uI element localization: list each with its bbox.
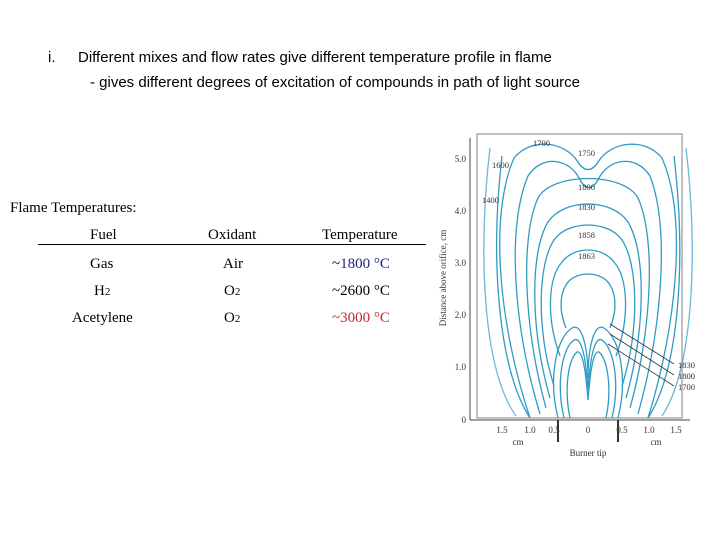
label-1863: 1863 xyxy=(578,251,595,261)
flame-contour-svg: 5.0 4.0 3.0 2.0 1.0 0 Distance above ori… xyxy=(438,133,695,458)
col-header-temperature: Temperature xyxy=(322,227,398,243)
x-tick-4: 0 xyxy=(586,425,591,435)
label-1830: 1830 xyxy=(578,202,595,212)
label-1600: 1600 xyxy=(492,160,509,170)
cell-oxidant-2: O2 xyxy=(224,283,241,299)
plot-frame xyxy=(476,133,683,419)
callout-1830: 1830 xyxy=(678,360,695,370)
contour-1863 xyxy=(560,273,616,329)
contour-inner-2 xyxy=(559,339,617,419)
callout-1800: 1800 xyxy=(678,371,695,381)
x-tick-2: 1.0 xyxy=(524,425,536,435)
bullet-marker: i. xyxy=(48,49,56,66)
x-tick-7: 1.5 xyxy=(670,425,682,435)
flame-contour-diagram: 5.0 4.0 3.0 2.0 1.0 0 Distance above ori… xyxy=(430,128,720,468)
contour-outer xyxy=(483,147,693,417)
label-1700: 1700 xyxy=(533,138,550,148)
cell-temp-3: ~3000 °C xyxy=(332,310,390,326)
contour-inner-1 xyxy=(552,326,624,419)
col-header-oxidant: Oxidant xyxy=(208,227,257,243)
contour-1750 xyxy=(526,177,650,409)
y-tick-0: 0 xyxy=(462,415,467,425)
x-tick-1: 1.5 xyxy=(496,425,508,435)
cell-fuel-3: Acetylene xyxy=(72,310,133,326)
bullet-text: Different mixes and flow rates give diff… xyxy=(78,49,552,66)
y-tick-4: 4.0 xyxy=(455,206,467,216)
header-rule xyxy=(38,244,426,245)
x-tick-3: 0.5 xyxy=(548,425,560,435)
col-header-fuel: Fuel xyxy=(90,227,117,243)
callout-arrows xyxy=(607,323,675,387)
x-tick-5: 0.5 xyxy=(616,425,628,435)
contour-1830 xyxy=(540,224,636,387)
cell-oxidant-3: O2 xyxy=(224,310,241,326)
burner-tip-bracket xyxy=(557,420,619,442)
label-1400: 1400 xyxy=(482,195,499,205)
y-tick-2: 2.0 xyxy=(455,310,467,320)
x-tick-6: 1.0 xyxy=(643,425,655,435)
contour-1400 xyxy=(496,155,681,419)
contour-group xyxy=(483,143,693,419)
label-1800: 1800 xyxy=(578,182,595,192)
label-1858: 1858 xyxy=(578,230,595,240)
cell-oxidant-1: Air xyxy=(223,256,243,272)
contour-1700 xyxy=(514,160,662,415)
contour-inner-3 xyxy=(566,351,610,419)
x-unit-right: cm xyxy=(651,437,662,447)
y-tick-5: 5.0 xyxy=(455,154,467,164)
label-1750: 1750 xyxy=(578,148,595,158)
x-unit-left: cm xyxy=(513,437,524,447)
x-caption: Burner tip xyxy=(570,448,607,458)
y-axis-label: Distance above orifice, cm xyxy=(438,230,448,326)
cell-temp-1: ~1800 °C xyxy=(332,256,390,272)
y-tick-3: 3.0 xyxy=(455,258,467,268)
contour-1600 xyxy=(499,143,677,419)
y-tick-1: 1.0 xyxy=(455,362,467,372)
contour-1858 xyxy=(549,249,627,357)
callout-1700: 1700 xyxy=(678,382,695,392)
contour-1800 xyxy=(534,203,642,399)
table-title: Flame Temperatures: xyxy=(10,200,137,216)
cell-temp-2: ~2600 °C xyxy=(332,283,390,299)
cell-fuel-2: H2 xyxy=(94,283,111,299)
cell-fuel-1: Gas xyxy=(90,256,114,272)
bullet-subtext: - gives different degrees of excitation … xyxy=(90,74,581,91)
